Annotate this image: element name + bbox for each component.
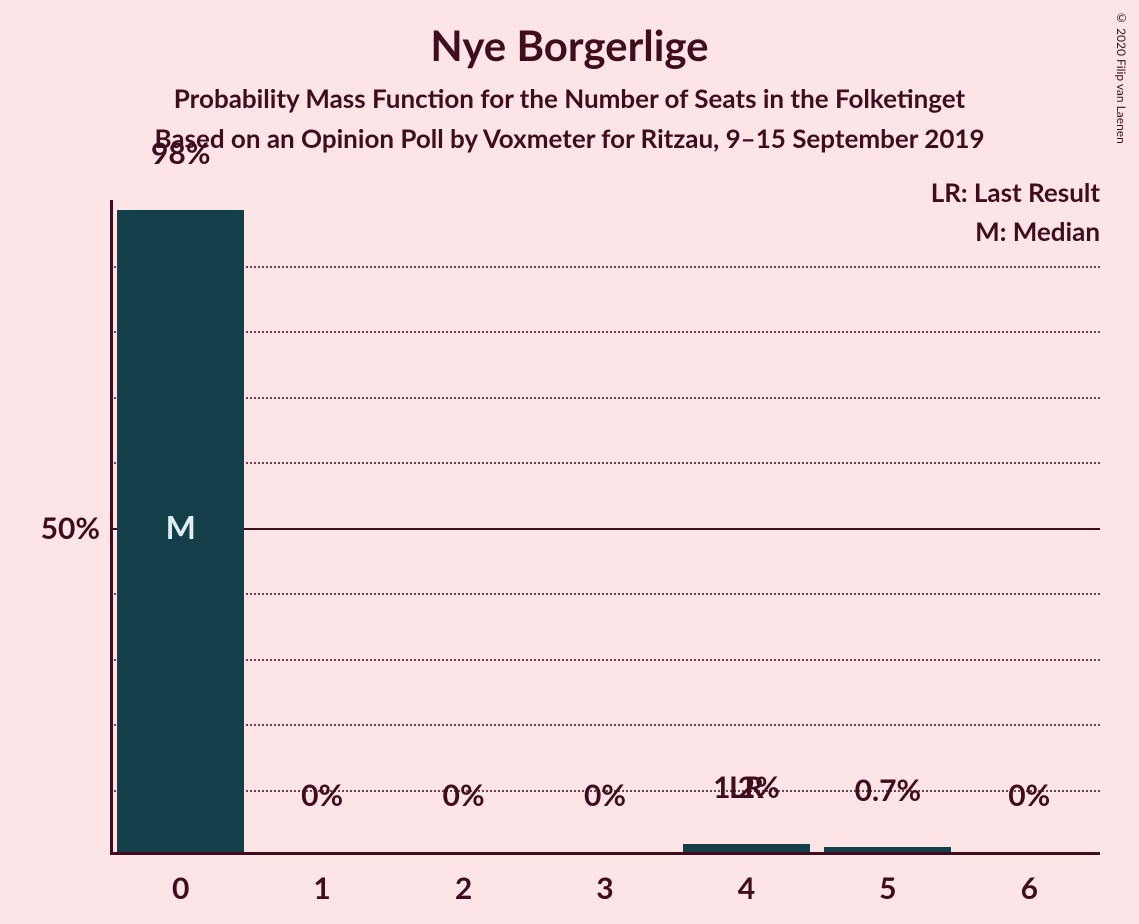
plot-area: 98%M0%0%0%1.2%LR0.7%0% 0123456 (110, 200, 1100, 855)
x-axis-label-6: 6 (959, 870, 1100, 906)
y-axis-tick-label: 50% (30, 510, 100, 546)
bars-container: 98%M0%0%0%1.2%LR0.7%0% (110, 200, 1100, 855)
x-axis-label-3: 3 (534, 870, 675, 906)
chart-title: Nye Borgerlige (0, 20, 1139, 70)
bar-value-label-3: 0% (534, 777, 675, 813)
bar-value-label-0: 98% (110, 135, 251, 171)
bar-5 (824, 847, 951, 852)
x-axis-label-2: 2 (393, 870, 534, 906)
bar-slot-2: 0% (393, 200, 534, 855)
copyright-text: © 2020 Filip van Laenen (1114, 10, 1129, 144)
x-axis-label-0: 0 (110, 870, 251, 906)
bar-value-label-5: 0.7% (817, 772, 958, 808)
bar-slot-0: 98%M (110, 200, 251, 855)
last-result-marker: LR (676, 769, 817, 805)
bar-slot-4: 1.2%LR (676, 200, 817, 855)
x-axis-label-1: 1 (251, 870, 392, 906)
bar-slot-5: 0.7% (817, 200, 958, 855)
x-axis-label-4: 4 (676, 870, 817, 906)
bar-slot-1: 0% (251, 200, 392, 855)
x-axis-label-5: 5 (817, 870, 958, 906)
bar-value-label-1: 0% (251, 777, 392, 813)
bar-4 (683, 844, 810, 852)
median-marker: M (110, 507, 251, 546)
chart-area: LR: Last Result M: Median 98%M0%0%0%1.2%… (30, 175, 1110, 905)
bar-slot-6: 0% (959, 200, 1100, 855)
chart-subtitle-1: Probability Mass Function for the Number… (0, 82, 1139, 114)
chart-header: Nye Borgerlige Probability Mass Function… (0, 0, 1139, 154)
bar-value-label-2: 0% (393, 777, 534, 813)
bar-value-label-6: 0% (959, 777, 1100, 813)
bar-slot-3: 0% (534, 200, 675, 855)
